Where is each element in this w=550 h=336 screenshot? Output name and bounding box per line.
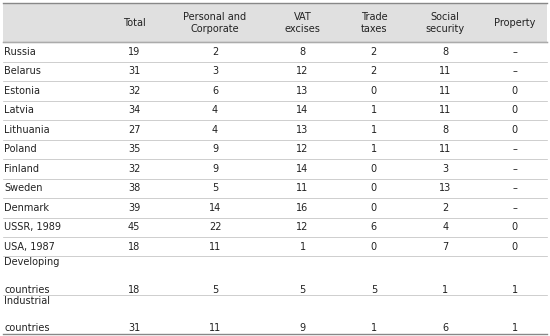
Text: 8: 8 xyxy=(442,125,448,135)
Text: 1: 1 xyxy=(371,106,377,116)
Text: 14: 14 xyxy=(296,106,309,116)
Text: 2: 2 xyxy=(442,203,448,213)
Text: Industrial: Industrial xyxy=(4,296,51,306)
Text: 0: 0 xyxy=(512,106,518,116)
Text: VAT
excises: VAT excises xyxy=(284,12,321,34)
Text: 35: 35 xyxy=(128,144,140,154)
Text: –: – xyxy=(513,164,518,174)
Text: 6: 6 xyxy=(371,222,377,232)
Text: 3: 3 xyxy=(442,164,448,174)
Text: 13: 13 xyxy=(296,86,309,96)
Text: 0: 0 xyxy=(371,203,377,213)
Text: Belarus: Belarus xyxy=(4,67,41,77)
Text: 9: 9 xyxy=(212,164,218,174)
Text: 11: 11 xyxy=(439,144,452,154)
Text: 2: 2 xyxy=(371,67,377,77)
Text: 2: 2 xyxy=(212,47,218,57)
Text: 9: 9 xyxy=(212,144,218,154)
Text: 11: 11 xyxy=(209,242,221,252)
Text: USSR, 1989: USSR, 1989 xyxy=(4,222,62,232)
Text: 6: 6 xyxy=(212,86,218,96)
Text: 12: 12 xyxy=(296,222,309,232)
Text: 5: 5 xyxy=(371,285,377,295)
Text: 0: 0 xyxy=(371,183,377,193)
Text: –: – xyxy=(513,183,518,193)
Text: 4: 4 xyxy=(212,106,218,116)
Text: 0: 0 xyxy=(371,242,377,252)
Text: Lithuania: Lithuania xyxy=(4,125,50,135)
Text: 8: 8 xyxy=(300,47,306,57)
Text: 16: 16 xyxy=(296,203,309,213)
Text: 0: 0 xyxy=(512,242,518,252)
Text: 19: 19 xyxy=(128,47,140,57)
Text: 22: 22 xyxy=(209,222,221,232)
Text: Latvia: Latvia xyxy=(4,106,34,116)
Text: 5: 5 xyxy=(212,285,218,295)
Text: 11: 11 xyxy=(439,86,452,96)
Text: 4: 4 xyxy=(442,222,448,232)
Text: –: – xyxy=(513,67,518,77)
Text: 5: 5 xyxy=(212,183,218,193)
Text: –: – xyxy=(513,47,518,57)
Text: Russia: Russia xyxy=(4,47,36,57)
Text: 32: 32 xyxy=(128,164,140,174)
Text: 0: 0 xyxy=(512,222,518,232)
Text: Property: Property xyxy=(494,18,536,28)
Text: –: – xyxy=(513,203,518,213)
Text: USA, 1987: USA, 1987 xyxy=(4,242,55,252)
Text: 11: 11 xyxy=(439,106,452,116)
Text: Finland: Finland xyxy=(4,164,40,174)
Text: 27: 27 xyxy=(128,125,140,135)
Text: 1: 1 xyxy=(300,242,306,252)
Text: 11: 11 xyxy=(439,67,452,77)
Text: Developing: Developing xyxy=(4,257,60,267)
Text: Personal and
Corporate: Personal and Corporate xyxy=(184,12,246,34)
Text: 13: 13 xyxy=(439,183,452,193)
Text: 32: 32 xyxy=(128,86,140,96)
Text: Estonia: Estonia xyxy=(4,86,40,96)
Text: 12: 12 xyxy=(296,144,309,154)
Text: 0: 0 xyxy=(371,164,377,174)
Text: 6: 6 xyxy=(442,324,448,333)
Text: 11: 11 xyxy=(209,324,221,333)
Text: countries: countries xyxy=(4,324,50,333)
Text: 1: 1 xyxy=(512,285,518,295)
Text: 0: 0 xyxy=(512,125,518,135)
Text: 39: 39 xyxy=(128,203,140,213)
Text: 38: 38 xyxy=(128,183,140,193)
Text: Total: Total xyxy=(123,18,145,28)
Text: 18: 18 xyxy=(128,242,140,252)
Text: 7: 7 xyxy=(442,242,448,252)
Text: 1: 1 xyxy=(442,285,448,295)
Text: Poland: Poland xyxy=(4,144,37,154)
Text: 31: 31 xyxy=(128,324,140,333)
Text: 1: 1 xyxy=(371,324,377,333)
Text: Trade
taxes: Trade taxes xyxy=(361,12,387,34)
Text: Sweden: Sweden xyxy=(4,183,43,193)
Text: 1: 1 xyxy=(371,144,377,154)
Text: 14: 14 xyxy=(296,164,309,174)
Text: 34: 34 xyxy=(128,106,140,116)
Text: 8: 8 xyxy=(442,47,448,57)
Text: countries: countries xyxy=(4,285,50,295)
Text: 3: 3 xyxy=(212,67,218,77)
Text: 9: 9 xyxy=(300,324,306,333)
Text: 2: 2 xyxy=(371,47,377,57)
Text: 4: 4 xyxy=(212,125,218,135)
Text: 5: 5 xyxy=(299,285,306,295)
Text: 18: 18 xyxy=(128,285,140,295)
Text: 13: 13 xyxy=(296,125,309,135)
Text: Social
security: Social security xyxy=(426,12,465,34)
Text: 12: 12 xyxy=(296,67,309,77)
Text: 45: 45 xyxy=(128,222,140,232)
Text: 31: 31 xyxy=(128,67,140,77)
Text: 1: 1 xyxy=(371,125,377,135)
Text: –: – xyxy=(513,144,518,154)
Text: 0: 0 xyxy=(512,86,518,96)
Text: 14: 14 xyxy=(209,203,221,213)
Text: 0: 0 xyxy=(371,86,377,96)
Text: Denmark: Denmark xyxy=(4,203,49,213)
Text: 11: 11 xyxy=(296,183,309,193)
Text: 1: 1 xyxy=(512,324,518,333)
